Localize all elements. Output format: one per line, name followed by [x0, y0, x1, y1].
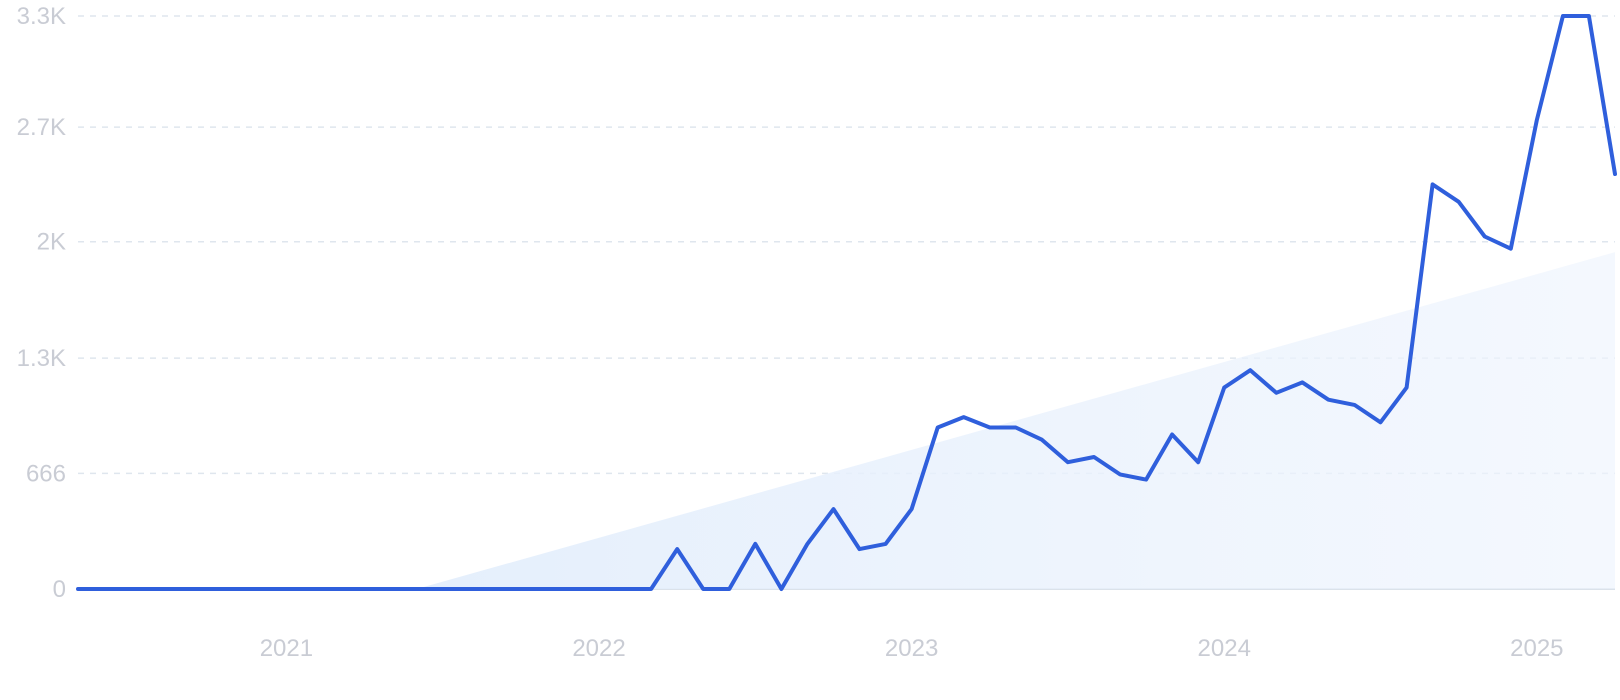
- y-tick-label: 666: [26, 460, 66, 487]
- y-axis-ticks: 0 666 1.3K 2K 2.7K 3.3K: [17, 3, 66, 603]
- y-tick-label: 2.7K: [17, 114, 66, 141]
- series-layer: [76, 14, 1617, 591]
- x-tick-label: 2025: [1510, 635, 1563, 662]
- y-tick-label: 3.3K: [17, 3, 66, 30]
- series-line: [76, 14, 1617, 591]
- x-axis-ticks: 2021 2022 2023 2024 2025: [260, 635, 1564, 662]
- trend-area: [416, 252, 1615, 590]
- y-tick-label: 2K: [37, 229, 66, 256]
- trend-area-layer: [416, 252, 1615, 590]
- x-tick-label: 2023: [885, 635, 938, 662]
- x-tick-label: 2022: [572, 635, 625, 662]
- y-tick-label: 1.3K: [17, 345, 66, 372]
- x-tick-label: 2024: [1198, 635, 1251, 662]
- x-tick-label: 2021: [260, 635, 313, 662]
- y-tick-label: 0: [53, 576, 66, 603]
